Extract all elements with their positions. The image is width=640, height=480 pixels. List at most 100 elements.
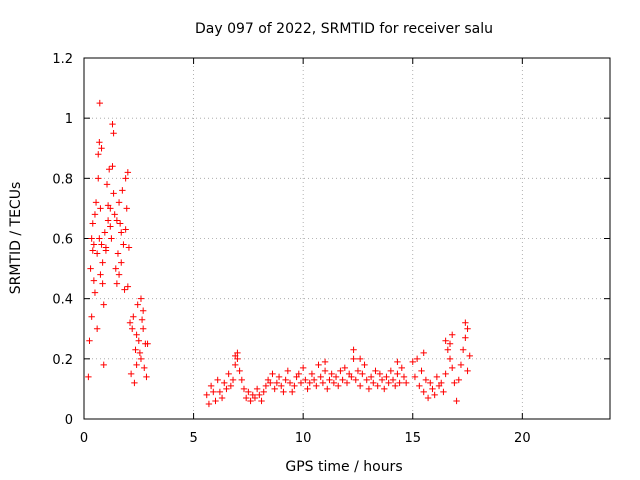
data-point	[361, 361, 368, 369]
y-tick-label: 0.4	[52, 293, 73, 308]
data-point	[394, 370, 401, 378]
data-point	[278, 382, 285, 390]
data-point	[108, 235, 115, 242]
data-point	[116, 220, 124, 227]
data-point	[354, 367, 362, 375]
data-point	[446, 340, 454, 347]
data-point	[115, 271, 123, 278]
data-point	[139, 325, 147, 332]
data-point	[86, 337, 93, 344]
data-point	[462, 334, 469, 341]
data-point	[137, 355, 145, 363]
data-point	[245, 388, 252, 396]
data-point	[273, 379, 281, 387]
x-tick-labels: 0 5 10 15 20	[80, 431, 531, 446]
data-point	[124, 283, 132, 290]
data-point	[119, 187, 126, 194]
data-point	[451, 379, 458, 387]
data-point	[122, 175, 129, 182]
data-point	[416, 382, 423, 390]
data-point	[348, 373, 355, 381]
data-point	[337, 367, 344, 375]
data-point	[214, 376, 221, 384]
data-point	[139, 307, 147, 314]
data-point	[104, 217, 112, 224]
data-point	[282, 376, 289, 384]
y-tick-label: 0.6	[52, 233, 73, 248]
data-point	[85, 373, 92, 381]
data-point	[227, 382, 235, 390]
data-point	[102, 247, 110, 254]
data-point	[295, 370, 302, 378]
data-point	[90, 241, 98, 248]
data-point	[409, 358, 416, 366]
data-point	[343, 379, 351, 387]
data-point	[133, 361, 140, 369]
data-point	[317, 373, 324, 381]
data-point	[431, 391, 438, 399]
data-point	[234, 349, 241, 357]
data-point	[383, 373, 390, 381]
data-point	[109, 163, 116, 170]
data-point	[260, 388, 267, 396]
x-tick-label: 20	[514, 431, 531, 446]
data-point	[324, 385, 331, 393]
data-point	[251, 394, 259, 402]
data-point	[442, 370, 449, 378]
data-point	[134, 301, 141, 308]
data-point	[125, 244, 133, 251]
data-point	[96, 235, 103, 242]
data-point	[123, 205, 130, 212]
data-point	[113, 280, 121, 287]
data-point	[98, 241, 105, 248]
data-point	[466, 352, 473, 360]
data-point	[223, 385, 230, 393]
data-point	[138, 316, 146, 323]
x-tick-label: 5	[189, 431, 197, 446]
data-point	[89, 220, 96, 227]
data-point	[203, 391, 210, 399]
data-point	[93, 250, 101, 257]
data-point	[422, 376, 430, 384]
data-point	[205, 400, 213, 408]
data-point	[141, 364, 148, 372]
data-point	[330, 379, 338, 387]
data-point	[420, 349, 427, 357]
data-point	[112, 265, 119, 272]
data-point	[240, 385, 248, 393]
y-tick-label: 1.2	[52, 52, 73, 67]
data-point	[280, 388, 287, 396]
data-point	[387, 367, 395, 375]
data-point	[89, 247, 96, 254]
data-point	[446, 355, 454, 363]
data-point	[103, 181, 111, 188]
y-axis-label: SRMTID / TECUs	[8, 182, 24, 295]
data-points	[85, 99, 473, 408]
data-point	[321, 358, 329, 366]
data-point	[321, 367, 329, 375]
data-point	[394, 358, 401, 366]
data-point	[444, 346, 452, 354]
data-point	[232, 361, 239, 369]
data-point	[304, 385, 311, 393]
data-point	[302, 376, 309, 384]
data-point	[297, 379, 305, 387]
data-point	[144, 340, 151, 347]
x-tick-label: 10	[295, 431, 312, 446]
data-point	[262, 382, 270, 390]
data-point	[356, 355, 364, 363]
y-tick-labels: 0 0.2 0.4 0.6 0.8 1 1.2	[52, 52, 73, 428]
data-point	[120, 241, 127, 248]
chart-title: Day 097 of 2022, SRMTID for receiver sal…	[195, 21, 493, 37]
data-point	[111, 211, 118, 218]
data-point	[339, 376, 346, 384]
data-point	[210, 388, 217, 396]
y-tick-label: 0.2	[52, 353, 73, 368]
data-point	[258, 397, 265, 405]
data-point	[442, 337, 449, 344]
data-point	[400, 373, 408, 381]
data-point	[207, 382, 215, 390]
data-point	[126, 319, 134, 326]
data-point	[376, 370, 384, 378]
